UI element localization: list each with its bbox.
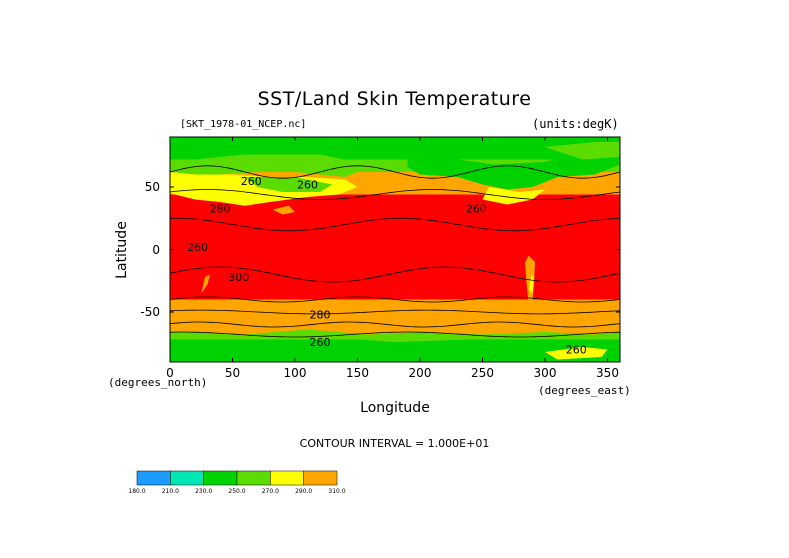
colorbar-swatch-1 <box>170 470 204 486</box>
contour-label-1: 260 <box>241 175 262 188</box>
chart-title: SST/Land Skin Temperature <box>257 88 532 110</box>
contour-label-7: 260 <box>566 344 587 357</box>
x-axis-label: Longitude <box>360 400 430 416</box>
north-america-mid <box>482 187 545 205</box>
contour-label-0: 260 <box>297 179 318 192</box>
contour-label-3: 260 <box>466 202 487 215</box>
units-label: (units:degK) <box>532 117 619 131</box>
contour-260-north <box>170 165 620 179</box>
colorbar-level-5: 290.0 <box>295 488 313 495</box>
colorbar-swatch-3 <box>236 470 271 486</box>
colorbar-level-4: 270.0 <box>261 488 279 495</box>
x-tick-label-300: 300 <box>533 366 557 380</box>
contour-interval-label: CONTOUR INTERVAL = 1.000E+01 <box>299 437 490 450</box>
colorbar-swatch-0 <box>136 470 171 486</box>
x-units-label: (degrees_east) <box>538 384 631 397</box>
siberia-cold <box>245 177 333 192</box>
contour-280-south <box>170 309 620 315</box>
contour-label-6: 260 <box>310 336 331 349</box>
axis-ticks <box>169 137 620 362</box>
y-units-label: (degrees_north) <box>108 376 208 389</box>
temperature-map <box>170 137 620 362</box>
colorbar <box>136 470 338 486</box>
north-america-cold <box>407 147 620 190</box>
band-0 <box>170 137 620 160</box>
colorbar-swatch-2 <box>203 470 238 486</box>
colorbar-swatch-5 <box>303 470 338 486</box>
colorbar-level-3: 250.0 <box>228 488 246 495</box>
band-4 <box>170 299 620 335</box>
greenland <box>545 142 620 160</box>
colorbar-level-6: 310.0 <box>328 488 346 495</box>
x-tick-label-350: 350 <box>596 366 619 380</box>
contour-270-south <box>170 321 620 328</box>
band-3 <box>170 194 620 300</box>
eurasia-north <box>170 154 358 177</box>
contour-label-5: 280 <box>310 309 331 322</box>
contour-lines <box>170 165 620 338</box>
contour-label-4: 300 <box>228 271 249 284</box>
contour-290-north <box>170 189 620 200</box>
contour-300-north <box>170 217 620 232</box>
colorbar-swatch-4 <box>270 470 304 486</box>
x-tick-label-100: 100 <box>283 366 307 380</box>
y-tick-label--50: -50 <box>140 305 160 319</box>
y-tick-label-50: 50 <box>144 180 160 194</box>
contour-260-south <box>170 331 620 338</box>
andes-mild <box>528 274 534 294</box>
colorbar-level-2: 230.0 <box>195 488 213 495</box>
colorbar-level-1: 210.0 <box>161 488 179 495</box>
x-tick-label-200: 200 <box>408 366 432 380</box>
x-tick-label-50: 50 <box>224 366 241 380</box>
contour-label-8: 260 <box>187 241 208 254</box>
x-tick-label-250: 250 <box>471 366 494 380</box>
tibet <box>272 205 295 215</box>
contour-290-south <box>170 296 620 303</box>
contour-label-2: 280 <box>210 202 231 215</box>
x-tick-label-0: 0 <box>166 366 174 380</box>
y-axis-label: Latitude <box>114 221 130 279</box>
y-tick-label-0: 0 <box>152 242 160 257</box>
weddell-patch <box>545 347 608 360</box>
x-tick-label-150: 150 <box>346 366 369 380</box>
contour-300-south <box>170 266 620 283</box>
colorbar-level-0: 180.0 <box>128 488 146 495</box>
south-africa <box>201 274 210 294</box>
antarctica <box>170 337 620 362</box>
contour-labels: 260 260 280 260 300 280 260 260 260 <box>187 175 587 357</box>
dataset-name: [SKT_1978-01_NCEP.nc] <box>180 119 307 130</box>
